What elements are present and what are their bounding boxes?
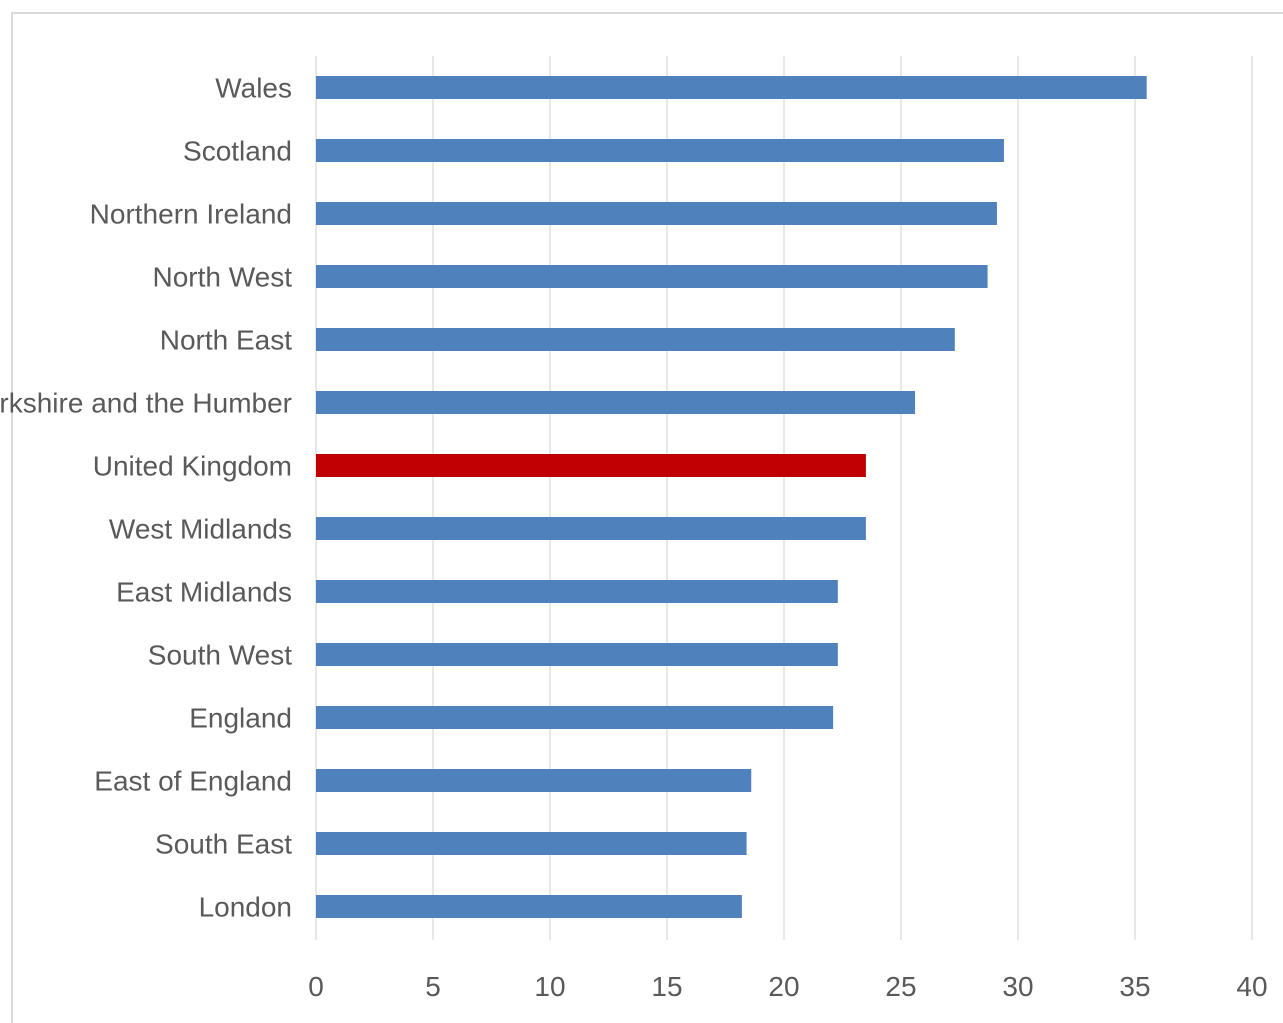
bar-england: [316, 706, 834, 729]
bar-scotland: [316, 139, 1004, 162]
bar-united-kingdom: [316, 454, 866, 477]
category-label: Yorkshire and the Humber: [0, 388, 292, 419]
bar-yorkshire-and-the-humber: [316, 391, 916, 414]
bar-east-midlands: [316, 580, 838, 603]
x-axis-tick-labels: 0 5 10 15 20 25 30 35 40: [308, 971, 1267, 1002]
gridlines: [315, 56, 1253, 940]
x-tick-label: 25: [885, 971, 916, 1002]
category-label: East of England: [94, 766, 292, 797]
category-label: East Midlands: [116, 577, 292, 608]
bar-south-west: [316, 643, 838, 666]
category-label: England: [189, 703, 292, 734]
category-label: South West: [148, 640, 292, 671]
category-label: Wales: [215, 73, 292, 104]
x-tick-label: 35: [1119, 971, 1150, 1002]
bar-east-of-england: [316, 769, 752, 792]
category-label: United Kingdom: [93, 451, 292, 482]
x-tick-label: 40: [1236, 971, 1267, 1002]
category-label: West Midlands: [109, 514, 292, 545]
x-tick-label: 15: [651, 971, 682, 1002]
x-tick-label: 5: [425, 971, 441, 1002]
chart-frame: [11, 12, 1283, 1023]
x-tick-label: 10: [534, 971, 565, 1002]
category-label: Scotland: [183, 136, 292, 167]
bar-wales: [316, 76, 1147, 99]
x-tick-label: 20: [768, 971, 799, 1002]
bar-north-west: [316, 265, 988, 288]
category-label: South East: [155, 829, 292, 860]
bar-north-east: [316, 328, 955, 351]
bar-west-midlands: [316, 517, 866, 540]
bar-london: [316, 895, 742, 918]
category-label: North West: [152, 262, 292, 293]
bar-south-east: [316, 832, 747, 855]
category-label: North East: [160, 325, 292, 356]
category-labels: Wales Scotland Northern Ireland North West N…: [0, 73, 292, 923]
category-label: London: [199, 892, 292, 923]
x-tick-label: 30: [1002, 971, 1033, 1002]
category-label: Northern Ireland: [90, 199, 292, 230]
bar-northern-ireland: [316, 202, 997, 225]
bars: [316, 76, 1147, 918]
x-tick-label: 0: [308, 971, 324, 1002]
